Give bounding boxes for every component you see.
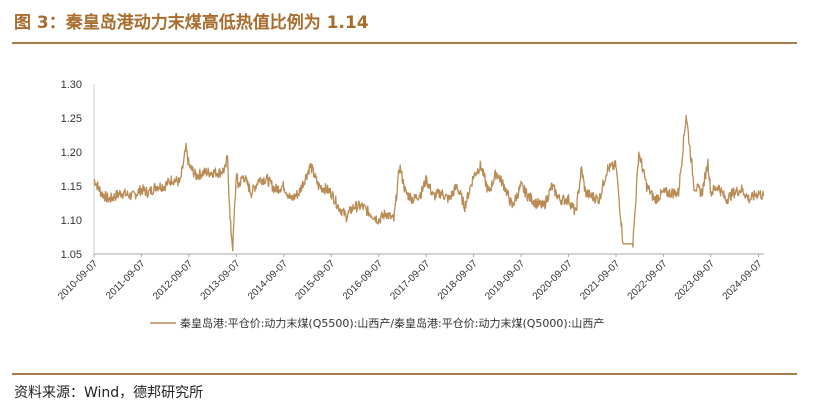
y-tick-label: 1.05	[61, 249, 82, 261]
y-tick-label: 1.10	[61, 215, 82, 227]
x-ticks: 2010-09-07 2011-09-07 2012-09-07 2013-09-07…	[56, 254, 765, 302]
y-ticks: 1.05 1.10 1.15 1.20 1.25 1.30	[61, 79, 82, 261]
figure-title: 图 3：秦皇岛港动力末煤高低热值比例为 1.14	[14, 13, 369, 33]
y-tick-label: 1.30	[61, 79, 82, 91]
plot-area: 1.05 1.10 1.15 1.20 1.25 1.30 2010-09-07 2011-…	[56, 79, 765, 302]
x-tick-label: 2010-09-07	[56, 258, 100, 302]
x-tick-label: 2018-09-07	[436, 258, 480, 302]
x-tick-label: 2024-09-07	[721, 258, 765, 302]
y-tick-label: 1.25	[61, 113, 82, 125]
chart: 1.05 1.10 1.15 1.20 1.25 1.30 2010-09-07 2011-…	[56, 79, 765, 330]
legend: 秦皇岛港:平仓价:动力末煤(Q5500):山西产/秦皇岛港:平仓价:动力末煤(Q…	[150, 316, 604, 330]
x-tick-label: 2015-09-07	[293, 258, 337, 302]
x-tick-label: 2023-09-07	[673, 258, 717, 302]
bottom-rule	[12, 373, 797, 375]
source-note: 资料来源：Wind，德邦研究所	[14, 385, 204, 401]
y-tick-label: 1.15	[61, 181, 82, 193]
series-line	[93, 114, 765, 252]
x-tick-label: 2019-09-07	[483, 258, 527, 302]
x-tick-label: 2014-09-07	[246, 258, 290, 302]
x-tick-label: 2022-09-07	[626, 258, 670, 302]
x-tick-label: 2012-09-07	[151, 258, 195, 302]
legend-label: 秦皇岛港:平仓价:动力末煤(Q5500):山西产/秦皇岛港:平仓价:动力末煤(Q…	[180, 316, 604, 330]
x-tick-label: 2017-09-07	[388, 258, 432, 302]
x-tick-label: 2021-09-07	[578, 258, 622, 302]
x-tick-label: 2011-09-07	[104, 258, 148, 302]
x-tick-label: 2013-09-07	[199, 258, 243, 302]
y-tick-label: 1.20	[61, 147, 82, 159]
x-tick-label: 2016-09-07	[341, 258, 385, 302]
x-tick-label: 2020-09-07	[531, 258, 575, 302]
top-rule	[12, 42, 797, 44]
